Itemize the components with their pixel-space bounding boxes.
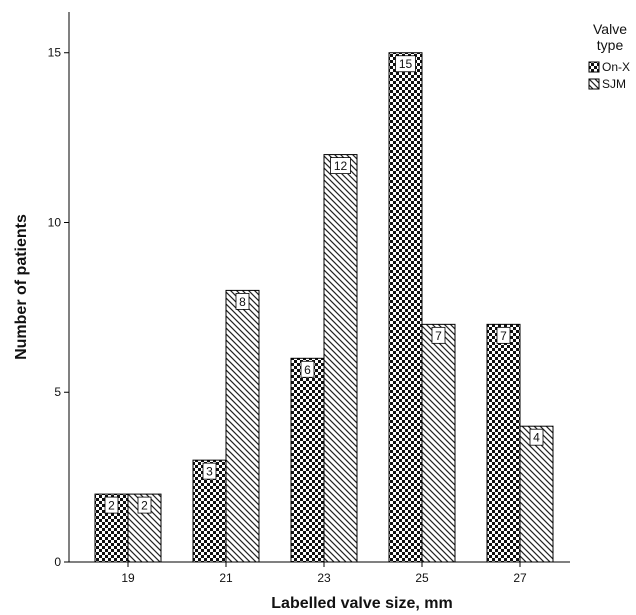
bars bbox=[94, 52, 554, 563]
data-label-box bbox=[300, 360, 315, 378]
x-tick-label: 19 bbox=[121, 571, 135, 585]
bar-sjm bbox=[323, 154, 358, 563]
bar-on-x bbox=[388, 52, 423, 563]
data-label-box bbox=[496, 326, 511, 344]
y-tick-label: 0 bbox=[54, 555, 61, 569]
x-axis-title: Labelled valve size, mm bbox=[271, 595, 452, 612]
data-label-on-x: 3 bbox=[206, 465, 213, 479]
data-label-on-x: 2 bbox=[108, 499, 115, 513]
y-axis-title: Number of patients bbox=[13, 214, 30, 360]
bar-on-x bbox=[486, 323, 521, 563]
data-label-on-x: 7 bbox=[500, 329, 507, 343]
data-label-box bbox=[330, 157, 351, 174]
data-label-box bbox=[104, 496, 119, 514]
x-tick-label: 23 bbox=[317, 571, 331, 585]
data-labels: 2 3 6 15 7 2 8 12 7 4 bbox=[104, 55, 544, 514]
bar-on-x bbox=[290, 357, 325, 563]
legend-title-line1: Valve bbox=[593, 21, 627, 37]
data-label-sjm: 7 bbox=[435, 329, 442, 343]
data-label-box bbox=[137, 496, 152, 514]
x-tick-label: 27 bbox=[513, 571, 527, 585]
data-label-sjm: 12 bbox=[334, 159, 348, 173]
legend: Valve type On-X SJM bbox=[588, 21, 630, 91]
data-label-sjm: 8 bbox=[239, 295, 246, 309]
data-label-box bbox=[235, 292, 250, 310]
y-tick-label: 5 bbox=[54, 385, 61, 399]
data-label-sjm: 2 bbox=[141, 499, 148, 513]
data-label-box bbox=[529, 428, 544, 446]
data-label-sjm: 4 bbox=[533, 431, 540, 445]
x-tick-label: 21 bbox=[219, 571, 233, 585]
x-tick-label: 25 bbox=[415, 571, 429, 585]
legend-label-sjm: SJM bbox=[602, 77, 626, 91]
data-label-on-x: 6 bbox=[304, 363, 311, 377]
legend-swatch-sjm bbox=[588, 78, 600, 90]
data-label-box bbox=[395, 55, 416, 73]
bar-sjm bbox=[519, 425, 554, 563]
bar-sjm bbox=[421, 323, 456, 563]
y-tick-label: 10 bbox=[48, 215, 62, 229]
data-label-on-x: 15 bbox=[399, 57, 413, 71]
legend-title-line2: type bbox=[597, 37, 624, 53]
data-label-box bbox=[202, 462, 217, 480]
legend-label-on-x: On-X bbox=[602, 60, 630, 74]
bar-sjm bbox=[225, 289, 260, 563]
legend-swatch-on-x bbox=[588, 61, 600, 73]
data-label-box bbox=[431, 326, 446, 344]
y-tick-label: 15 bbox=[48, 46, 62, 60]
